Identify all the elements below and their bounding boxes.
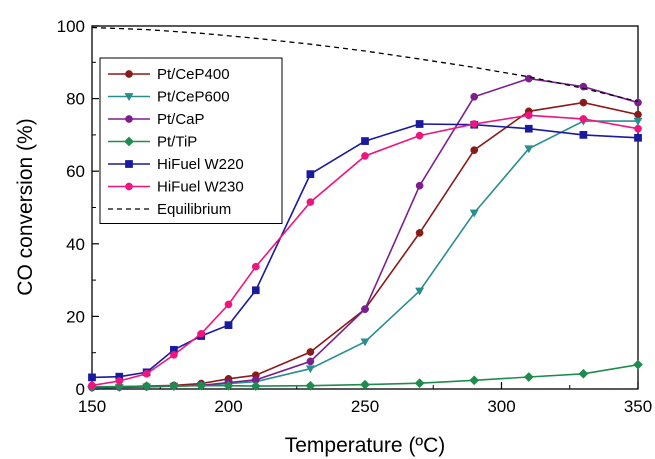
data-point-hifuel-w230 (142, 369, 151, 378)
y-tick-label: 20 (66, 307, 85, 326)
y-axis-title: CO conversion (%) (14, 118, 37, 295)
data-point-hifuel-w230 (88, 381, 96, 390)
series-line-hifuel-w220 (91, 123, 639, 379)
data-point-hifuel-w230 (579, 115, 588, 123)
data-point-pt-cep600 (469, 209, 479, 218)
data-point-hifuel-w230 (415, 131, 424, 140)
data-point-pt-cep400 (470, 146, 479, 154)
x-tick-label: 300 (487, 397, 515, 416)
legend-item-pt-cep400: Pt/CeP400 (108, 66, 230, 83)
x-tick-label: 350 (624, 397, 652, 416)
legend-item-pt-cap: Pt/CaP (108, 111, 205, 128)
data-point-pt-tip (523, 372, 534, 382)
data-point-pt-tip (360, 379, 370, 390)
data-point-hifuel-w220 (579, 131, 588, 139)
data-point-pt-tip (633, 359, 643, 370)
data-point-pt-cap (415, 181, 424, 190)
data-point-pt-cep400 (415, 229, 424, 237)
y-tick-label: 80 (66, 90, 85, 109)
data-point-pt-tip (578, 368, 589, 379)
data-point-hifuel-w220 (251, 286, 260, 295)
legend-marker-pt-tip (124, 136, 134, 147)
data-point-pt-cap (524, 74, 533, 83)
data-point-pt-tip (141, 381, 152, 392)
data-point-pt-cep600 (524, 145, 534, 154)
data-point-pt-cap (361, 305, 369, 313)
data-point-pt-tip (305, 380, 316, 391)
data-point-hifuel-w230 (361, 152, 369, 160)
legend-label-equilibrium: Equilibrium (157, 201, 231, 218)
legend-marker-hifuel-w230 (125, 182, 133, 191)
y-tick-label: 60 (66, 162, 85, 181)
legend-marker-pt-cap (125, 115, 133, 123)
legend-label-pt-cep600: Pt/CeP600 (157, 89, 230, 106)
data-point-hifuel-w230 (524, 111, 533, 120)
data-point-hifuel-w230 (306, 198, 315, 206)
data-point-hifuel-w220 (415, 120, 424, 128)
data-point-pt-tip (196, 380, 207, 391)
data-point-pt-cap (470, 92, 479, 101)
series-equilibrium (91, 26, 639, 103)
data-point-pt-tip (250, 381, 261, 392)
data-point-hifuel-w230 (197, 329, 206, 338)
legend-label-hifuel-w220: HiFuel W220 (157, 156, 244, 173)
data-point-hifuel-w230 (251, 262, 260, 271)
data-point-pt-tip (469, 375, 480, 386)
data-point-hifuel-w220 (306, 170, 315, 178)
x-tick-label: 200 (214, 397, 242, 416)
x-tick-label: 150 (78, 397, 106, 416)
legend-item-hifuel-w230: HiFuel W230 (108, 179, 244, 196)
legend-label-pt-cep400: Pt/CeP400 (157, 66, 230, 83)
x-axis-title: Temperature (ºC) (285, 434, 446, 457)
y-tick-label: 40 (66, 235, 85, 254)
data-point-pt-cep400 (634, 110, 642, 119)
legend-item-hifuel-w220: HiFuel W220 (108, 156, 244, 173)
y-tick-label: 0 (76, 380, 85, 399)
data-point-pt-tip (168, 381, 179, 392)
data-point-hifuel-w220 (634, 133, 642, 142)
legend-item-pt-cep600: Pt/CeP600 (108, 89, 230, 106)
data-point-pt-tip (414, 378, 425, 389)
series-line-hifuel-w230 (91, 114, 639, 387)
legend-marker-hifuel-w220 (125, 160, 133, 168)
data-point-pt-cap (634, 98, 642, 107)
legend: Pt/CeP400 Pt/CeP600 Pt/CaP Pt/TiP HiFuel W22… (99, 57, 283, 224)
data-point-pt-tip (114, 381, 125, 392)
data-point-hifuel-w230 (634, 124, 642, 133)
data-point-pt-cep400 (579, 98, 588, 107)
data-point-hifuel-w220 (524, 124, 533, 133)
tick-labels: 150 200 250 300 350 0 20 40 60 80 100 (57, 17, 653, 416)
series-hifuel-w220 (88, 120, 642, 382)
data-point-hifuel-w220 (224, 321, 233, 329)
x-tick-label: 250 (351, 397, 379, 416)
data-point-pt-cep600 (305, 365, 315, 374)
legend-label-pt-tip: Pt/TiP (157, 134, 197, 151)
legend-label-hifuel-w230: HiFuel W230 (157, 179, 244, 196)
legend-item-pt-tip: Pt/TiP (108, 134, 197, 151)
legend-marker-pt-cep400 (125, 70, 133, 78)
data-point-pt-cap (306, 357, 315, 366)
data-point-pt-cep600 (360, 338, 370, 347)
y-tick-label: 100 (57, 17, 85, 36)
data-point-pt-cep600 (415, 287, 425, 296)
legend-item-equilibrium: Equilibrium (108, 201, 231, 218)
data-point-hifuel-w230 (470, 120, 479, 128)
series-hifuel-w230 (88, 111, 642, 390)
series-line-equilibrium (91, 26, 639, 103)
legend-marker-pt-cep600 (124, 93, 134, 102)
data-point-pt-cep400 (306, 348, 315, 356)
data-point-hifuel-w220 (88, 373, 96, 382)
legend-label-pt-cap: Pt/CaP (157, 111, 205, 128)
data-point-hifuel-w230 (224, 300, 233, 309)
series-layer (87, 26, 643, 393)
data-point-hifuel-w230 (170, 351, 178, 359)
series-pt-tip (87, 359, 643, 392)
data-point-pt-tip (223, 380, 234, 391)
data-point-pt-cep600 (633, 117, 643, 126)
data-point-hifuel-w220 (361, 137, 369, 145)
data-point-hifuel-w230 (115, 377, 124, 385)
